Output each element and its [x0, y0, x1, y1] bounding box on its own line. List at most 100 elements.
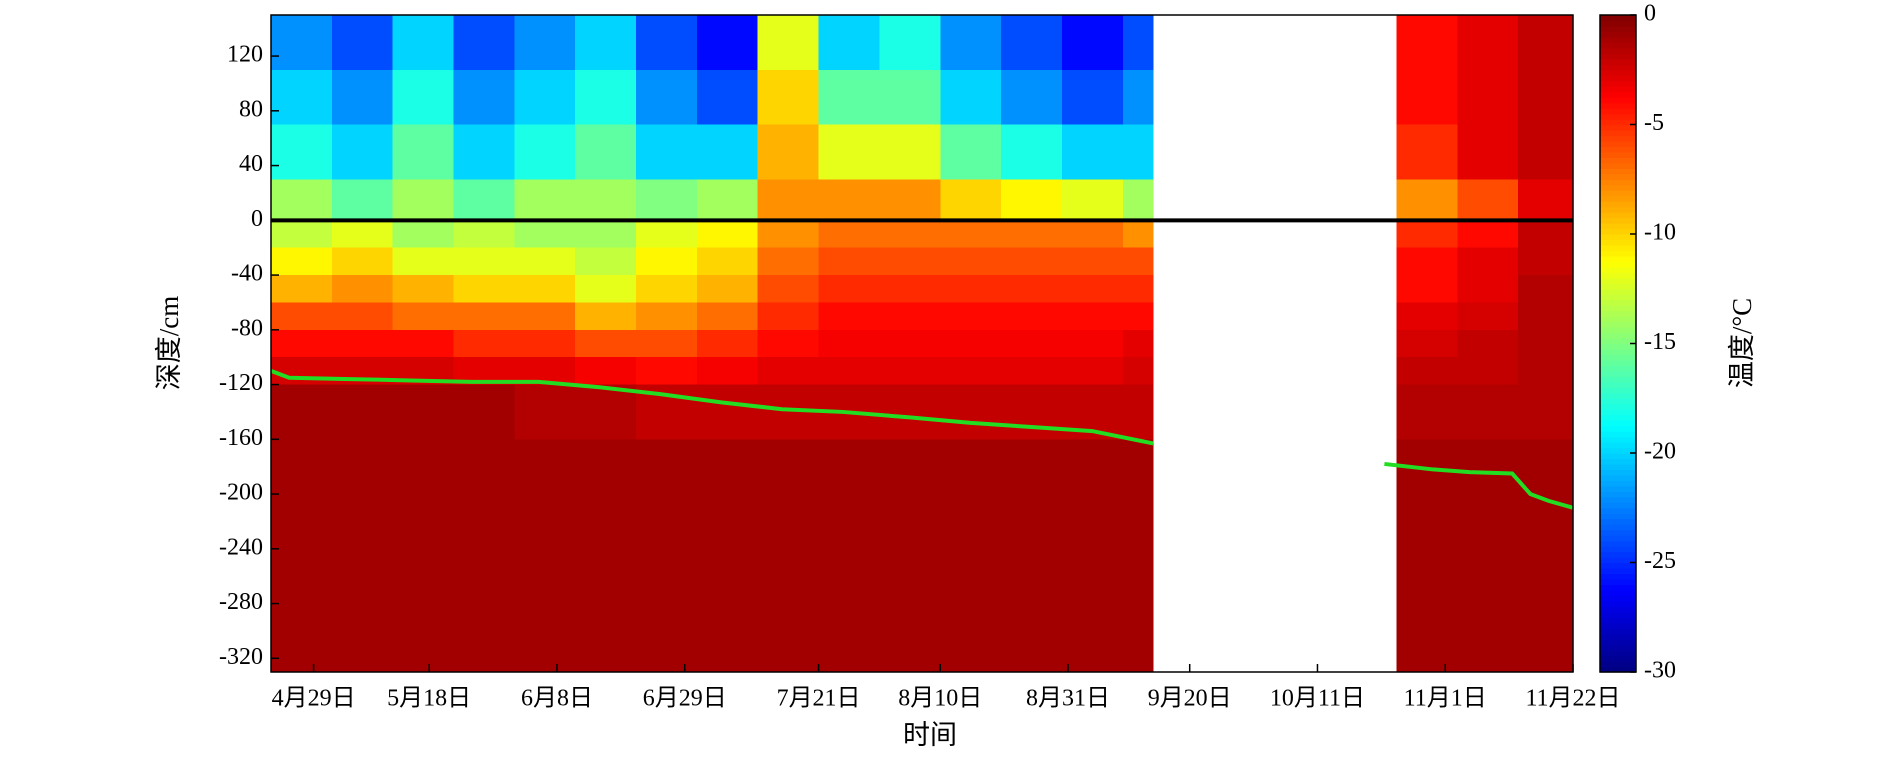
- heat-cell: [1518, 329, 1574, 358]
- heat-cell: [636, 15, 698, 71]
- colorbar-segment: [1600, 272, 1636, 279]
- heat-cell: [453, 247, 515, 276]
- heat-cell: [331, 247, 394, 276]
- y-tick-label: 120: [227, 42, 263, 68]
- heat-cell: [696, 357, 759, 386]
- heat-cell: [392, 15, 455, 71]
- colorbar-segment: [1600, 644, 1636, 651]
- colorbar-segment: [1600, 578, 1636, 585]
- heat-cell: [818, 357, 880, 386]
- heat-cell: [696, 220, 759, 249]
- colorbar-segment: [1600, 469, 1636, 476]
- heat-cell: [1457, 275, 1519, 303]
- y-tick-label: 40: [239, 151, 263, 177]
- heat-cell: [879, 384, 941, 440]
- colorbar-segment: [1600, 184, 1636, 191]
- colorbar-segment: [1600, 392, 1636, 399]
- heat-cell: [271, 302, 333, 331]
- y-tick-label: -280: [219, 589, 263, 615]
- heat-cell: [1122, 69, 1154, 125]
- heat-cell: [1061, 69, 1124, 125]
- heat-cell: [1457, 15, 1519, 71]
- heat-cell: [575, 15, 637, 71]
- heat-cell: [818, 494, 880, 673]
- heat-cell: [879, 220, 941, 249]
- colorbar-segment: [1600, 250, 1636, 257]
- heat-cell: [575, 329, 637, 358]
- heat-cell: [1457, 439, 1519, 495]
- colorbar-segment: [1600, 513, 1636, 520]
- heat-cell: [940, 357, 1002, 386]
- heat-cell: [757, 302, 820, 331]
- heat-cell: [1001, 247, 1063, 276]
- colorbar-segment: [1600, 655, 1636, 662]
- colorbar-segment: [1600, 179, 1636, 186]
- heat-cell: [1396, 384, 1458, 440]
- colorbar-segment: [1600, 436, 1636, 443]
- heat-cell: [1122, 384, 1154, 440]
- heat-cell: [392, 329, 455, 358]
- heat-cell: [757, 247, 820, 276]
- heat-cell: [392, 69, 455, 125]
- heat-cell: [331, 329, 394, 358]
- colorbar-segment: [1600, 53, 1636, 60]
- heat-cell: [818, 302, 880, 331]
- heat-cell: [879, 179, 941, 221]
- colorbar-segment: [1600, 524, 1636, 531]
- heat-cell: [392, 247, 455, 276]
- colorbar-segment: [1600, 343, 1636, 350]
- colorbar-segment: [1600, 146, 1636, 153]
- heat-cell: [818, 220, 880, 249]
- heat-cell: [1396, 494, 1458, 673]
- heat-cell: [1518, 247, 1574, 276]
- heat-cell: [818, 69, 880, 125]
- heat-cell: [331, 302, 394, 331]
- y-tick-label: -320: [219, 644, 263, 670]
- heat-cell: [1518, 69, 1574, 125]
- heat-cell: [271, 275, 333, 303]
- colorbar-segment: [1600, 31, 1636, 38]
- heat-cell: [636, 357, 698, 386]
- front-line: [270, 369, 1574, 510]
- heat-cell: [879, 494, 941, 673]
- heat-cell: [1518, 275, 1574, 303]
- colorbar-segment: [1600, 283, 1636, 290]
- heat-cell: [1518, 439, 1574, 495]
- heat-cell: [1061, 220, 1124, 249]
- heat-cell: [1457, 302, 1519, 331]
- y-tick-label: 80: [239, 96, 263, 122]
- colorbar-segment: [1600, 584, 1636, 591]
- colorbar-segment: [1600, 305, 1636, 312]
- colorbar-segment: [1600, 288, 1636, 295]
- heat-cell: [757, 275, 820, 303]
- colorbar-segment: [1600, 102, 1636, 109]
- colorbar-segment: [1600, 119, 1636, 126]
- heat-cell: [757, 329, 820, 358]
- colorbar-segment: [1600, 217, 1636, 224]
- colorbar-segment: [1600, 212, 1636, 219]
- colorbar-segment: [1600, 113, 1636, 120]
- colorbar-segment: [1600, 485, 1636, 492]
- heat-cell: [271, 384, 333, 440]
- colorbar-segment: [1600, 496, 1636, 503]
- colorbar-segment: [1600, 546, 1636, 553]
- colorbar-segment: [1600, 447, 1636, 454]
- heat-cell: [514, 15, 576, 71]
- heat-cell: [879, 15, 941, 71]
- heat-cell: [514, 124, 576, 180]
- heat-cell: [818, 179, 880, 221]
- heat-cell: [818, 275, 880, 303]
- colorbar-segment: [1600, 234, 1636, 241]
- y-tick-label: -40: [231, 261, 263, 287]
- heat-cell: [453, 494, 515, 673]
- colorbar-segment: [1600, 228, 1636, 235]
- heat-cell: [1122, 247, 1154, 276]
- heat-cell: [696, 302, 759, 331]
- x-tick-label: 11月22日: [1525, 686, 1620, 712]
- colorbar-segment: [1600, 338, 1636, 345]
- colorbar-segment: [1600, 600, 1636, 607]
- colorbar-segment: [1600, 650, 1636, 657]
- heat-cell: [392, 384, 455, 440]
- heat-cell: [940, 247, 1002, 276]
